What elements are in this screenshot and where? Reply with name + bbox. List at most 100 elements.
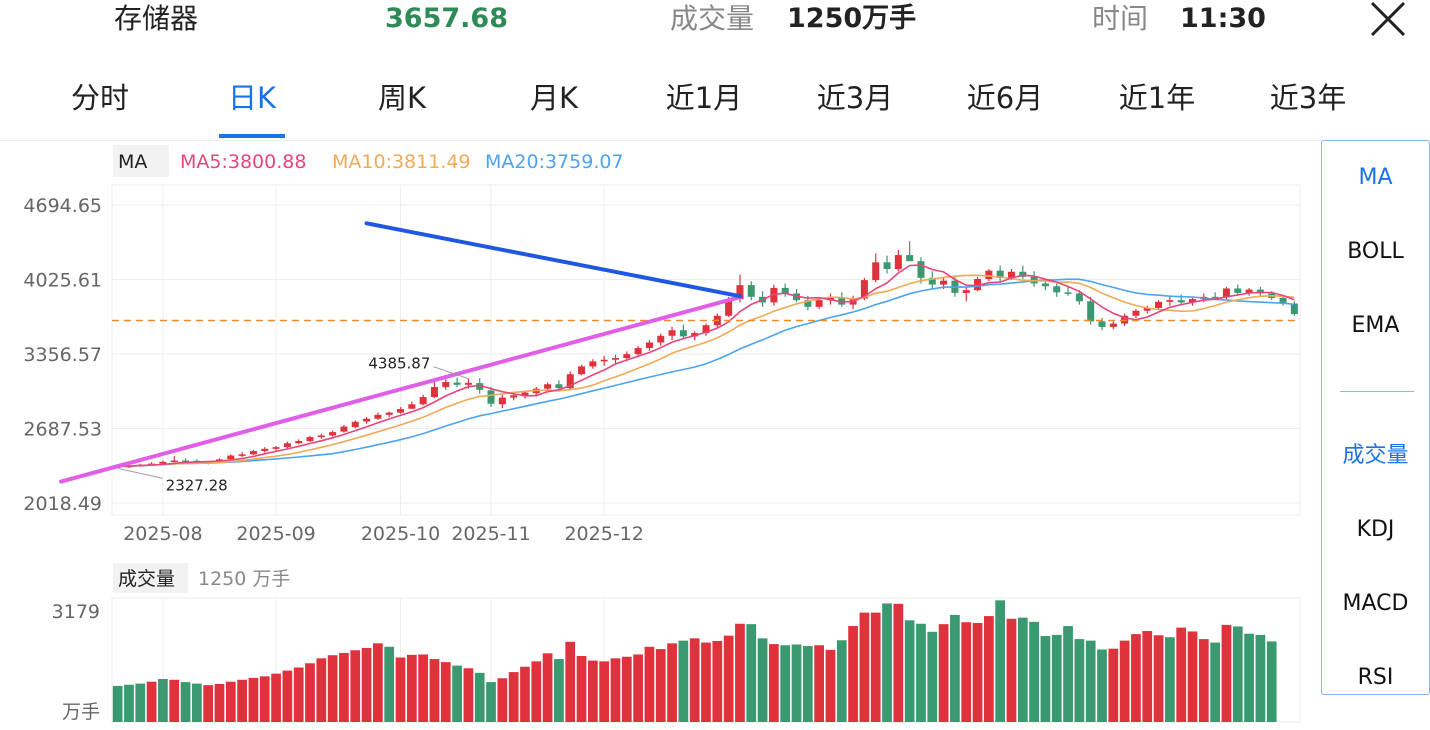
candle-body: [419, 397, 427, 405]
indicator-macd[interactable]: MACD: [1342, 591, 1409, 616]
volume-bar: [1108, 648, 1119, 722]
candle-body: [374, 414, 382, 419]
ma5-legend: MA5:3800.88: [180, 151, 306, 173]
candle-body: [600, 359, 608, 362]
volume-bar: [452, 665, 462, 722]
volume-bar: [282, 670, 293, 722]
kline-chart[interactable]: MA MA5:3800.88 MA10:3811.49 MA20:3759.07…: [0, 0, 1320, 730]
volume-bar: [950, 614, 960, 722]
indicator-boll[interactable]: BOLL: [1347, 239, 1404, 264]
candle-body: [1177, 300, 1185, 303]
indicator-rsi[interactable]: RSI: [1357, 665, 1394, 690]
volume-bar: [938, 624, 949, 722]
date-tick-label: 2025-10: [361, 523, 440, 545]
volume-bar: [463, 668, 474, 722]
candle-body: [430, 387, 438, 398]
volume-bar: [995, 600, 1006, 722]
volume-unit: 万手: [62, 701, 100, 723]
panel-divider: [1340, 391, 1414, 392]
volume-bar: [859, 612, 870, 722]
period-tabs: 分时 日K 周K 月K 近1月 近3月 近6月 近1年 近3年: [0, 70, 1430, 141]
volume-bar: [621, 656, 632, 722]
tab-3-months[interactable]: 近3月: [816, 81, 894, 115]
candle-body: [1007, 271, 1015, 278]
tab-3-years[interactable]: 近3年: [1269, 81, 1347, 115]
candle-body: [363, 418, 371, 422]
candle-body: [306, 437, 314, 442]
candle-body: [634, 348, 642, 355]
volume-bar: [339, 652, 349, 722]
volume-bar: [406, 654, 417, 722]
volume-bar: [361, 647, 372, 722]
tab-1-year[interactable]: 近1年: [1118, 81, 1196, 115]
volume-label: 成交量: [670, 2, 755, 35]
volume-bar: [1029, 621, 1039, 722]
volume-bar: [474, 672, 485, 722]
candle-body: [408, 404, 416, 409]
candle-body: [397, 409, 405, 413]
volume-bar: [1221, 624, 1232, 722]
volume-bar: [248, 677, 259, 722]
date-axis: 2025-08 2025-09 2025-10 2025-11 2025-12: [123, 523, 644, 545]
volume-bar: [1266, 641, 1277, 722]
volume-bar: [531, 661, 542, 722]
volume-tag-bg: [113, 563, 188, 593]
close-icon[interactable]: [1368, 0, 1408, 40]
candle-body: [476, 383, 484, 390]
indicator-volume[interactable]: 成交量: [1342, 443, 1409, 468]
tab-monthly-k[interactable]: 月K: [529, 81, 579, 115]
candle-body: [1290, 303, 1298, 315]
price-tick-label: 3356.57: [23, 344, 102, 366]
volume-bar: [1074, 639, 1085, 722]
tab-daily-k[interactable]: 日K: [227, 81, 277, 115]
ma10-line: [117, 274, 1295, 468]
candle-body: [1041, 283, 1049, 287]
tab-intraday[interactable]: 分时: [70, 81, 130, 115]
ma20-legend: MA20:3759.07: [485, 151, 624, 173]
volume-bar: [972, 622, 983, 722]
volume-bar: [316, 658, 327, 722]
candle-body: [747, 285, 755, 297]
quote-header: 存储器 3657.68 成交量 1250万手 时间 11:30: [0, 0, 1430, 46]
volume-bar: [271, 673, 281, 722]
ma-tag[interactable]: MA: [118, 151, 147, 173]
volume-bar: [112, 685, 123, 722]
volume-bar: [1153, 635, 1164, 722]
candle-body: [159, 461, 167, 464]
candle-body: [317, 435, 325, 438]
time-label: 时间: [1092, 2, 1149, 35]
indicator-ma[interactable]: MA: [1358, 165, 1393, 190]
volume-bar: [814, 645, 825, 722]
moving-average-lines: [117, 264, 1295, 468]
candle-body: [1211, 296, 1219, 299]
candle-body: [1256, 289, 1264, 294]
tab-1-month[interactable]: 近1月: [665, 81, 743, 115]
volume-bar: [769, 644, 779, 722]
tab-weekly-k[interactable]: 周K: [377, 81, 427, 115]
tab-6-months[interactable]: 近6月: [966, 81, 1044, 115]
candle-body: [1222, 288, 1230, 298]
volume-bar: [1210, 642, 1221, 722]
volume-bar: [1063, 626, 1073, 722]
candle-body: [453, 382, 461, 385]
volume-bar: [327, 655, 338, 722]
candle-body: [668, 330, 676, 336]
volume-bar: [497, 678, 508, 722]
volume-bar: [191, 683, 202, 722]
ma10-legend: MA10:3811.49: [332, 151, 471, 173]
volume-bar: [599, 661, 610, 722]
candle-body: [238, 454, 246, 456]
indicator-ema[interactable]: EMA: [1351, 313, 1400, 338]
candle-body: [883, 262, 891, 269]
candle-body: [974, 279, 982, 291]
volume-bar: [1051, 634, 1062, 722]
indicator-kdj[interactable]: KDJ: [1356, 517, 1395, 542]
candle-body: [249, 451, 257, 455]
volume-bar: [203, 685, 214, 722]
volume-bar: [418, 654, 429, 722]
candle-body: [351, 421, 359, 428]
candle-body: [985, 270, 993, 280]
date-tick-label: 2025-09: [236, 523, 315, 545]
volume-bar: [1142, 631, 1153, 722]
candle-body: [1109, 323, 1117, 327]
